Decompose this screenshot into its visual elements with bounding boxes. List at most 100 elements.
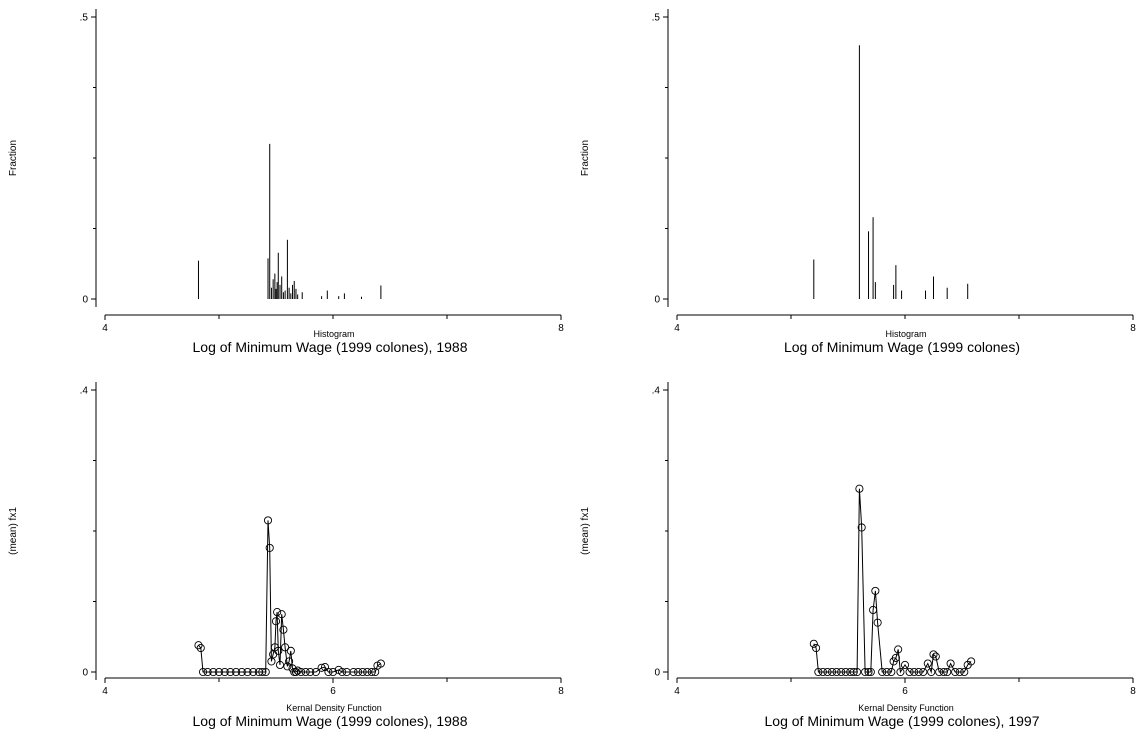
y-axis-title: (mean) fx1 xyxy=(8,507,19,555)
x-tick-label: 8 xyxy=(1130,323,1136,334)
density-point xyxy=(896,667,905,677)
density-point xyxy=(358,667,367,677)
density-point xyxy=(818,667,827,677)
density-line xyxy=(813,488,972,674)
density-point xyxy=(293,666,302,675)
density-point xyxy=(285,657,294,666)
x-axis-title: Log of Minimum Wage (1999 colones), 1988 xyxy=(193,713,468,729)
x-tick-label: 6 xyxy=(902,686,908,697)
density-point xyxy=(209,667,218,677)
density-point xyxy=(226,667,235,677)
density-point xyxy=(376,659,385,668)
y-axis-title: Fraction xyxy=(580,140,591,176)
density-point xyxy=(887,667,896,677)
density-point xyxy=(324,667,333,677)
density-point xyxy=(367,667,376,677)
density-point xyxy=(273,608,282,617)
y-tick-label: 0 xyxy=(82,668,88,679)
density-point xyxy=(894,645,903,654)
y-tick-label: 0 xyxy=(82,295,88,306)
density-point xyxy=(869,605,878,615)
density-point xyxy=(317,663,326,672)
x-tick-label: 4 xyxy=(674,686,680,697)
density-point xyxy=(919,667,928,677)
chart-subtitle: Histogram xyxy=(313,329,354,339)
density-point xyxy=(812,643,821,653)
density-point xyxy=(923,659,932,668)
density-point xyxy=(237,667,246,677)
chart-subtitle: Kernal Density Function xyxy=(858,703,954,713)
density-1997-chart: 0 .4 4 6 8 (mean) fx1 Kernal Density FunctionL… xyxy=(580,382,1136,729)
y-tick-label: .4 xyxy=(80,386,89,397)
x-tick-label: 4 xyxy=(674,323,680,334)
density-point xyxy=(275,660,285,670)
density-point xyxy=(849,667,858,677)
density-point xyxy=(882,667,891,677)
density-point xyxy=(306,667,315,677)
histogram-1988-panel: 0 .5 4 8 Fraction Histogram Log of Minimum Wag… xyxy=(0,0,572,369)
density-point xyxy=(243,667,252,677)
density-point xyxy=(853,667,862,677)
density-1988-panel: 0 .4 4 6 8 (mean) fx1 Kernal Density Function L… xyxy=(0,369,572,738)
density-point xyxy=(311,667,320,677)
density-point xyxy=(249,667,258,677)
density-1997-panel: 0 .4 4 6 8 (mean) fx1 Kernal Density Function L… xyxy=(572,369,1144,738)
density-point xyxy=(951,667,960,677)
density-point xyxy=(277,610,286,619)
density-point xyxy=(946,659,955,668)
density-point xyxy=(837,667,846,677)
chart-subtitle: Kernal Density Function xyxy=(286,703,382,713)
density-point xyxy=(354,667,363,677)
density-point xyxy=(198,667,208,677)
density-line xyxy=(198,520,382,673)
y-tick-label: 0 xyxy=(654,295,660,306)
x-tick-label: 8 xyxy=(558,686,564,697)
y-tick-label: .5 xyxy=(652,13,661,24)
histogram-1999-panel: 0 .5 4 8 Fraction Histogram Log of Minimum Wag… xyxy=(572,0,1144,369)
y-tick-label: .4 xyxy=(652,386,661,397)
density-point xyxy=(328,667,338,677)
density-point xyxy=(871,586,880,595)
density-point xyxy=(905,667,914,677)
density-point xyxy=(855,484,864,493)
density-point xyxy=(939,667,948,677)
density-point xyxy=(203,667,212,677)
density-point xyxy=(271,617,281,626)
density-point xyxy=(291,667,301,677)
density-point xyxy=(857,523,866,532)
density-point xyxy=(914,667,923,677)
density-point xyxy=(827,667,837,677)
x-tick-label: 8 xyxy=(558,323,564,334)
density-point xyxy=(363,667,372,677)
density-point xyxy=(286,646,295,655)
density-1988-chart: 0 .4 4 6 8 (mean) fx1 Kernal Density FunctionL… xyxy=(8,382,564,729)
density-point xyxy=(809,639,818,648)
density-point xyxy=(220,667,229,677)
density-point xyxy=(261,667,270,677)
density-point xyxy=(814,667,823,677)
density-point xyxy=(927,667,936,677)
density-point xyxy=(960,667,969,677)
density-point xyxy=(891,653,900,662)
x-tick-label: 4 xyxy=(102,323,108,334)
density-point xyxy=(283,662,292,671)
density-point xyxy=(265,543,274,552)
density-point xyxy=(878,667,887,677)
density-point xyxy=(232,667,241,677)
y-tick-label: 0 xyxy=(654,668,660,679)
x-tick-label: 8 xyxy=(1130,686,1136,697)
y-tick-label: .5 xyxy=(80,13,89,24)
density-point xyxy=(258,667,267,677)
density-point xyxy=(297,667,306,677)
y-axis-title: (mean) fx1 xyxy=(580,507,591,555)
density-point xyxy=(955,667,964,677)
density-point xyxy=(931,652,940,661)
density-point xyxy=(861,667,870,677)
density-point xyxy=(910,667,919,677)
density-point xyxy=(214,667,224,677)
density-point xyxy=(194,641,203,650)
density-point xyxy=(873,618,882,627)
x-tick-label: 4 xyxy=(102,686,108,697)
density-point xyxy=(935,667,944,677)
density-point xyxy=(943,667,952,677)
